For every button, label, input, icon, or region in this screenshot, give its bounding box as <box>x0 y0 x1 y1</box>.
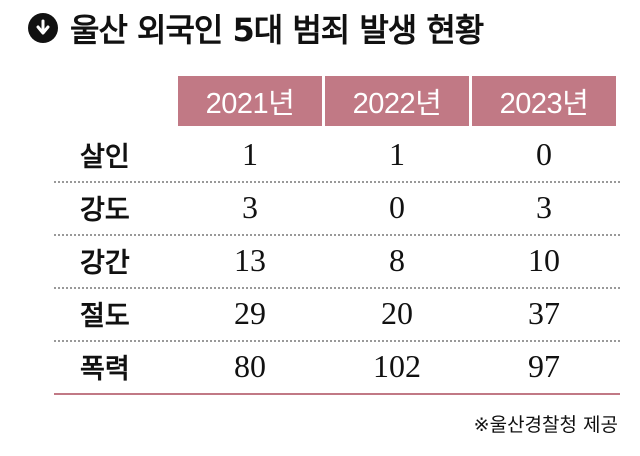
table-cell: 8 <box>389 242 405 278</box>
table-row: 강간 13 8 10 <box>54 234 620 289</box>
row-label: 살인 <box>80 142 130 173</box>
row-label: 절도 <box>80 301 130 332</box>
table-cell: 0 <box>389 189 405 225</box>
table-cell: 37 <box>528 295 560 331</box>
page-title: 울산 외국인 5대 범죄 발생 현황 <box>28 8 484 49</box>
table-cell: 102 <box>373 348 421 384</box>
row-label: 강도 <box>80 195 130 226</box>
table-row: 강도 3 0 3 <box>54 181 620 236</box>
row-label: 폭력 <box>80 354 130 385</box>
table-cell: 80 <box>234 348 266 384</box>
source-note: ※울산경찰청 제공 <box>473 414 618 436</box>
table-cell: 0 <box>536 136 552 172</box>
table-cell: 10 <box>528 242 560 278</box>
table-cell: 29 <box>234 295 266 331</box>
table-row: 폭력 80 102 97 <box>54 340 620 395</box>
arrow-down-circle-icon <box>28 13 58 43</box>
table-cell: 1 <box>389 136 405 172</box>
column-header-2021: 2021년 <box>178 76 322 126</box>
table-cell: 3 <box>242 189 258 225</box>
table-row: 살인 1 1 0 <box>54 128 620 183</box>
table-cell: 97 <box>528 348 560 384</box>
title-text: 울산 외국인 5대 범죄 발생 현황 <box>70 11 484 49</box>
table-cell: 13 <box>234 242 266 278</box>
column-header-2023: 2023년 <box>472 76 616 126</box>
table-cell: 20 <box>381 295 413 331</box>
table-cell: 3 <box>536 189 552 225</box>
table-row: 절도 29 20 37 <box>54 287 620 342</box>
row-label: 강간 <box>80 248 130 279</box>
table-cell: 1 <box>242 136 258 172</box>
column-header-2022: 2022년 <box>325 76 469 126</box>
